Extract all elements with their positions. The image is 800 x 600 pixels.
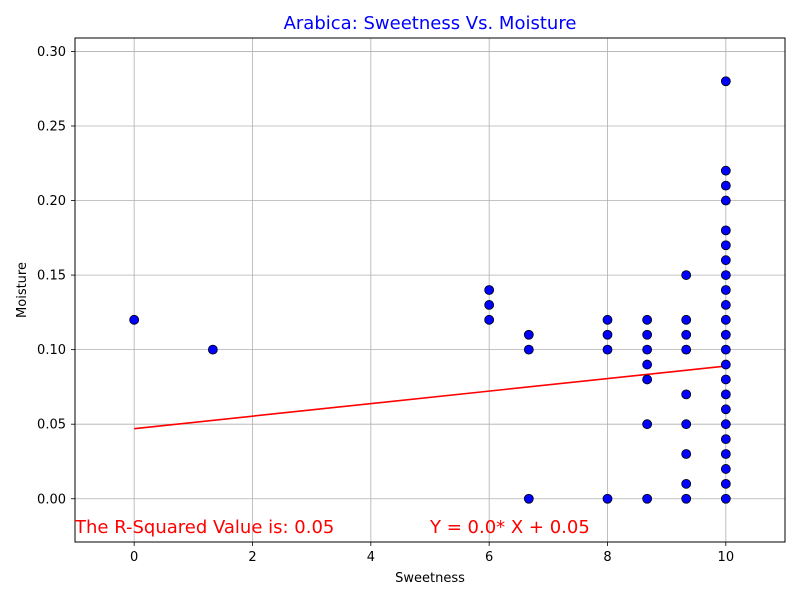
- x-tick-label: 4: [367, 550, 375, 565]
- scatter-point: [642, 374, 653, 385]
- scatter-point: [681, 493, 692, 504]
- y-axis-label: Moisture: [15, 262, 30, 318]
- scatter-point: [642, 359, 653, 370]
- chart-title: Arabica: Sweetness Vs. Moisture: [284, 13, 577, 34]
- scatter-point: [720, 285, 731, 295]
- points-layer: [129, 76, 731, 504]
- scatter-point: [602, 314, 613, 325]
- x-tick-label: 2: [248, 550, 256, 565]
- scatter-point: [720, 165, 731, 176]
- y-tick-label: 0.00: [37, 492, 66, 507]
- x-axis-label: Sweetness: [395, 571, 465, 586]
- scatter-point: [602, 329, 613, 340]
- scatter-point: [720, 270, 731, 280]
- scatter-point: [602, 493, 613, 504]
- scatter-point: [720, 389, 731, 400]
- equation-annotation: Y = 0.0* X + 0.05: [429, 517, 590, 538]
- y-tick-label: 0.10: [37, 343, 66, 358]
- scatter-point: [720, 419, 731, 430]
- x-tick-label: 10: [718, 550, 735, 565]
- y-tick-label: 0.30: [37, 45, 66, 60]
- scatter-point: [681, 389, 692, 400]
- x-tick-label: 6: [485, 550, 493, 565]
- scatter-point: [642, 419, 653, 430]
- scatter-point: [720, 195, 731, 206]
- scatter-point: [523, 329, 534, 340]
- scatter-point: [681, 478, 692, 489]
- x-axis: 0 2 4 6 8 10: [130, 542, 734, 565]
- scatter-point: [207, 344, 218, 355]
- scatter-point: [484, 285, 495, 295]
- plot-frame: [74, 37, 786, 543]
- scatter-point: [681, 329, 692, 340]
- scatter-point: [720, 464, 731, 474]
- scatter-point: [523, 344, 534, 355]
- scatter-point: [720, 359, 731, 370]
- scatter-point: [484, 300, 495, 310]
- scatter-point: [720, 314, 731, 325]
- x-tick-label: 0: [130, 550, 138, 565]
- scatter-point: [642, 329, 653, 340]
- scatter-point: [720, 329, 731, 340]
- x-tick-label: 8: [603, 550, 611, 565]
- scatter-point: [681, 419, 692, 430]
- scatter-point: [720, 493, 731, 504]
- y-tick-label: 0.20: [37, 194, 66, 209]
- scatter-point: [681, 314, 692, 325]
- scatter-point: [720, 180, 731, 191]
- scatter-point: [642, 314, 653, 325]
- y-tick-label: 0.25: [37, 119, 66, 134]
- y-tick-label: 0.05: [37, 418, 66, 433]
- scatter-point: [681, 270, 692, 280]
- r-squared-annotation: The R-Squared Value is: 0.05: [74, 517, 334, 538]
- scatter-point: [642, 344, 653, 355]
- scatter-point: [602, 344, 613, 355]
- scatter-point: [720, 240, 731, 251]
- scatter-point: [720, 478, 731, 489]
- scatter-point: [720, 300, 731, 310]
- scatter-point: [681, 449, 692, 459]
- scatter-point: [720, 404, 731, 415]
- scatter-point: [523, 493, 534, 504]
- scatter-point: [129, 314, 140, 325]
- trendline-layer: [134, 365, 726, 430]
- y-tick-label: 0.15: [37, 269, 66, 284]
- scatter-point: [681, 344, 692, 355]
- scatter-point: [642, 493, 653, 504]
- scatter-point: [720, 449, 731, 459]
- scatter-point: [720, 255, 731, 266]
- scatter-point: [720, 76, 731, 87]
- y-axis: 0.00 0.05 0.10 0.15 0.20 0.25 0.30: [37, 45, 75, 507]
- trendline: [134, 365, 726, 430]
- scatter-point: [720, 434, 731, 445]
- scatter-point: [720, 225, 731, 236]
- scatter-point: [720, 344, 731, 355]
- scatter-point: [720, 374, 731, 385]
- scatter-point: [484, 314, 495, 325]
